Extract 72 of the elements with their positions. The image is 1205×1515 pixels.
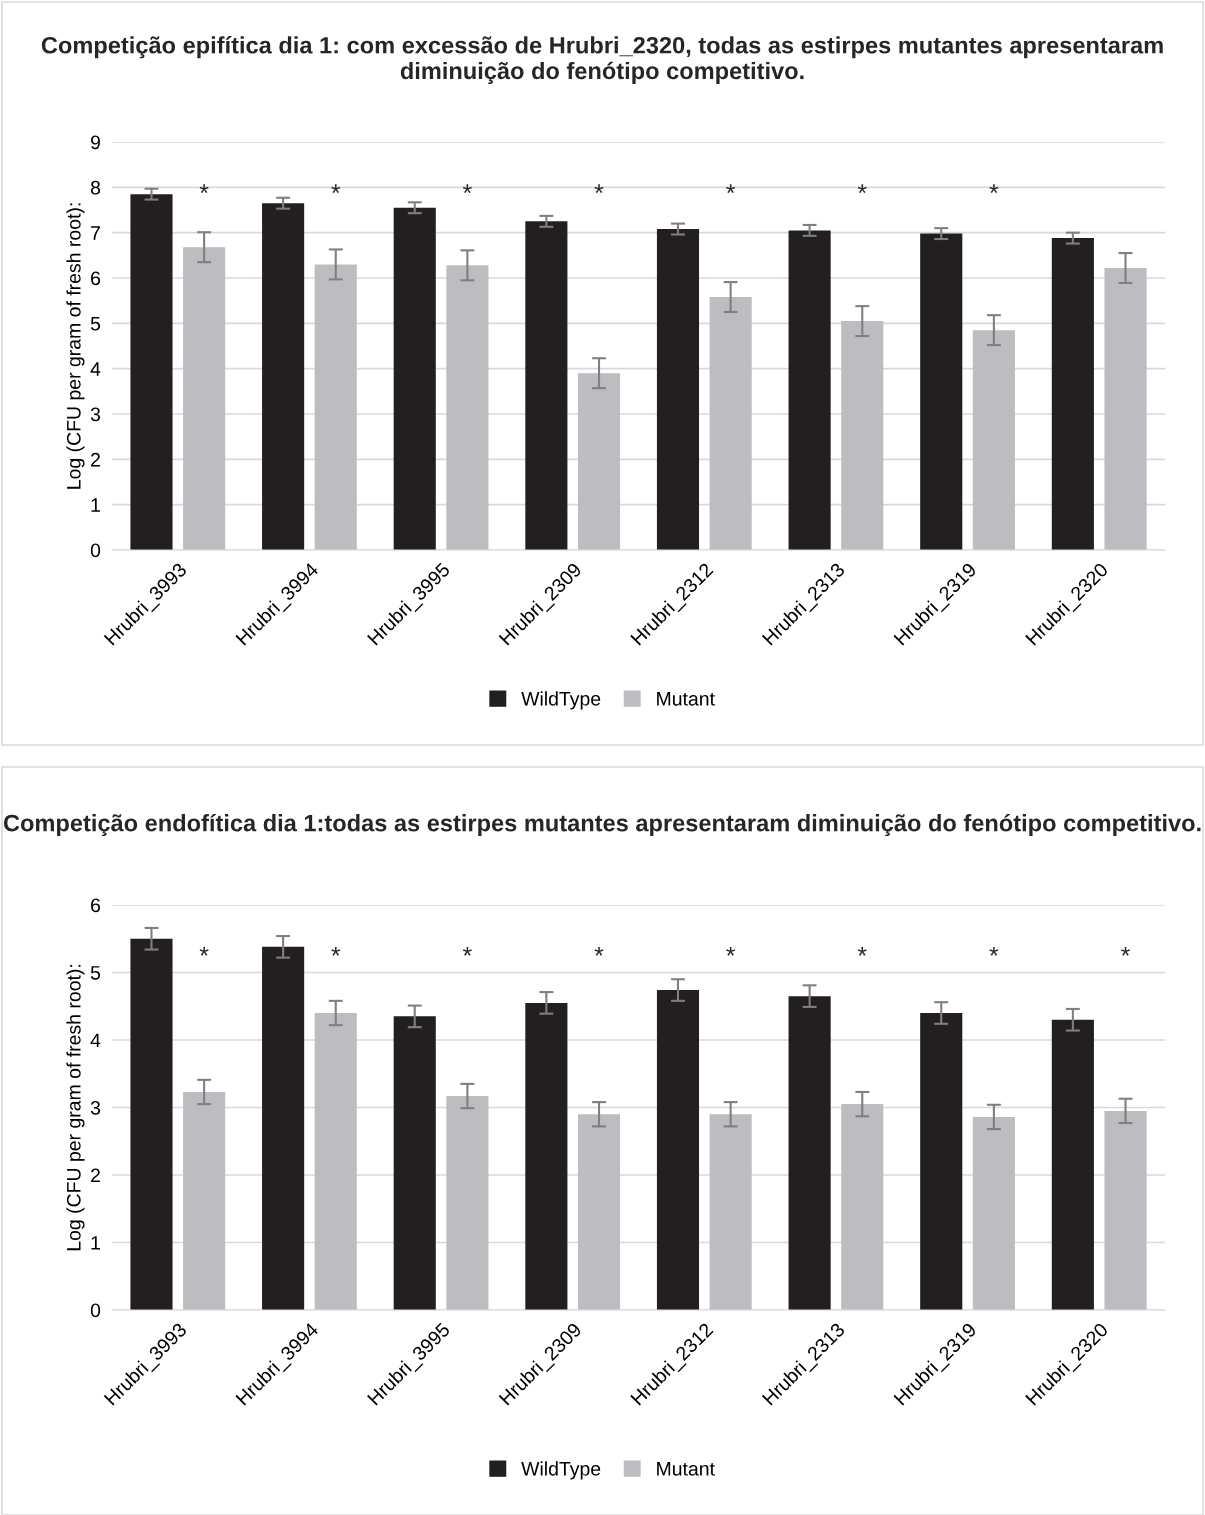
annotation: *	[726, 946, 736, 956]
bar	[446, 265, 489, 550]
y-tick-label: 8	[90, 180, 101, 195]
y-tick-label: 1	[91, 498, 100, 512]
bar	[841, 321, 884, 550]
y-axis-title: Log (CFU per gram of fresh root):	[66, 203, 85, 489]
chart-title: Competição endofítica dia 1:todas as estirpes mutantes apresentaram diminuição do fenótipo competitivo.	[3, 813, 1201, 837]
annotation: *	[199, 946, 209, 956]
bar	[841, 1104, 884, 1310]
bar	[972, 1116, 1015, 1310]
y-tick-label: 2	[91, 452, 100, 467]
bar	[1104, 268, 1147, 550]
bar	[525, 221, 568, 550]
annotation: *	[857, 184, 867, 194]
bar	[262, 946, 305, 1310]
y-tick-label: 5	[90, 966, 101, 980]
bar	[1104, 1110, 1147, 1310]
legend-label: WildType	[521, 1461, 601, 1480]
bar	[393, 207, 436, 550]
y-tick-label: 9	[90, 135, 100, 150]
annotation: *	[331, 184, 341, 194]
y-axis-title: Log (CFU per gram of fresh root):	[66, 965, 85, 1251]
y-tick-label: 6	[91, 271, 101, 286]
bar	[525, 1002, 568, 1310]
annotation: *	[199, 184, 209, 194]
y-tick-label: 1	[91, 1236, 100, 1250]
annotation: *	[1121, 946, 1130, 956]
bar	[577, 373, 621, 550]
bar	[709, 1114, 752, 1310]
chart-title: Competição epifítica dia 1: com excessão de Hrubri_2320, todas as estirpes mutantes apresentaram diminuição do fenótipo competitivo.	[41, 36, 1163, 84]
bar	[446, 1096, 489, 1310]
bar	[920, 233, 963, 550]
annotation: *	[594, 946, 604, 956]
bar	[577, 1114, 621, 1310]
annotation: *	[462, 946, 472, 956]
bar	[972, 330, 1015, 550]
bar	[656, 990, 700, 1310]
bar	[1051, 1019, 1094, 1310]
bar	[183, 1091, 226, 1310]
bar	[920, 1013, 963, 1310]
bar	[130, 938, 173, 1310]
bar	[709, 297, 752, 550]
bar	[656, 229, 700, 550]
y-tick-label: 7	[91, 226, 100, 240]
bar	[788, 230, 831, 550]
y-tick-label: 2	[91, 1168, 100, 1183]
bar	[393, 1016, 436, 1310]
bar	[1051, 238, 1094, 550]
y-tick-label: 5	[90, 317, 101, 331]
y-tick-label: 3	[90, 407, 101, 422]
annotation: *	[989, 946, 999, 956]
legend-label: WildType	[521, 691, 601, 710]
bar	[314, 264, 357, 550]
bar	[314, 1013, 357, 1310]
bar	[130, 194, 173, 550]
y-tick-label: 4	[90, 1033, 101, 1048]
annotation: *	[726, 184, 736, 194]
bar	[262, 203, 305, 550]
legend-label: Mutant	[657, 1462, 715, 1476]
y-tick-label: 0	[90, 1303, 101, 1318]
bar	[788, 996, 831, 1310]
annotation: *	[989, 184, 999, 194]
y-tick-label: 6	[91, 898, 101, 913]
legend-label: Mutant	[657, 692, 715, 706]
bar	[183, 247, 226, 550]
y-tick-label: 4	[90, 362, 101, 376]
y-tick-label: 0	[90, 543, 101, 558]
annotation: *	[857, 946, 867, 956]
y-tick-label: 3	[90, 1100, 101, 1115]
annotation: *	[462, 184, 472, 194]
annotation: *	[594, 184, 604, 194]
annotation: *	[331, 946, 341, 956]
